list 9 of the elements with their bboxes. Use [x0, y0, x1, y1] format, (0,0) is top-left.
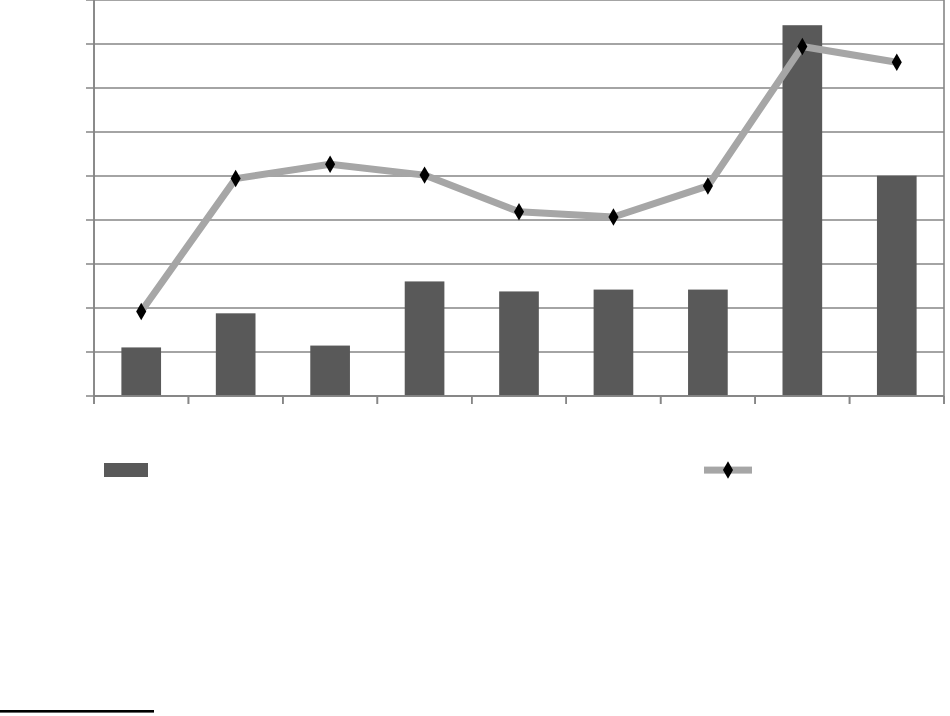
bar — [121, 347, 162, 396]
bar — [688, 289, 728, 396]
bar — [215, 313, 256, 396]
bar — [310, 345, 350, 396]
bar — [404, 281, 445, 396]
bar — [876, 175, 917, 396]
bar — [593, 289, 634, 396]
bar — [499, 291, 539, 396]
bar — [782, 25, 823, 396]
